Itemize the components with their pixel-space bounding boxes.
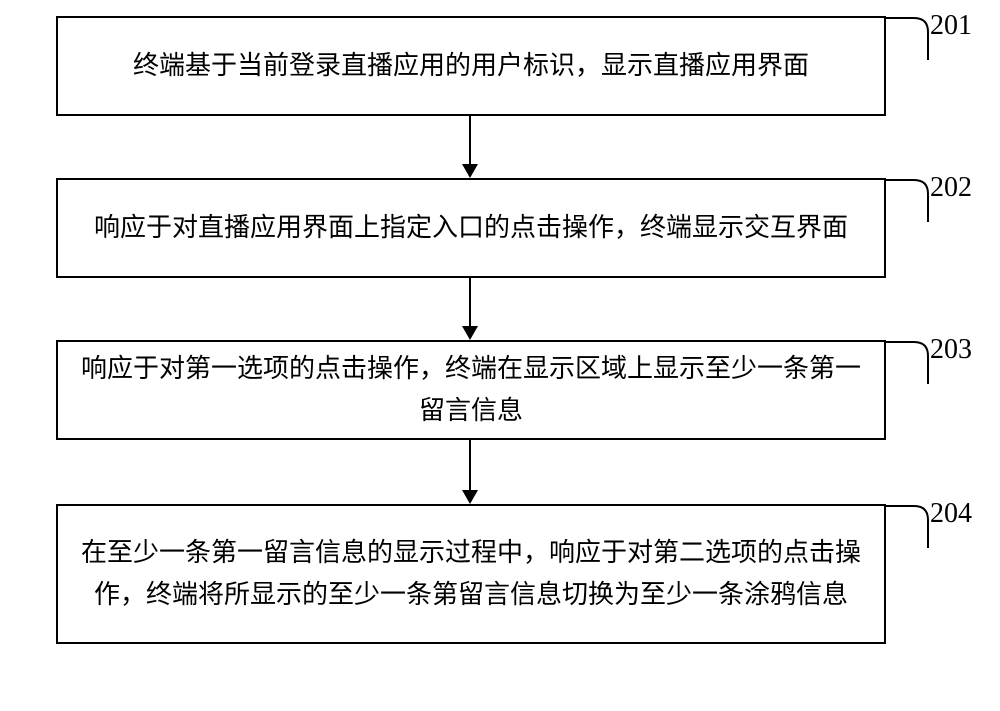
arrow-3-4-head [462,490,478,504]
flow-label-2: 202 [930,172,972,204]
connector-3 [886,340,930,384]
flow-node-3-text: 响应于对第一选项的点击操作，终端在显示区域上显示至少一条第一留言信息 [78,348,864,431]
flow-label-3: 203 [930,334,972,366]
arrow-1-2-head [462,164,478,178]
flow-label-4: 204 [930,498,972,530]
flow-node-1: 终端基于当前登录直播应用的用户标识，显示直播应用界面 [56,16,886,116]
arrow-1-2-line [469,116,471,164]
flow-node-1-text: 终端基于当前登录直播应用的用户标识，显示直播应用界面 [133,45,809,87]
flow-node-2: 响应于对直播应用界面上指定入口的点击操作，终端显示交互界面 [56,178,886,278]
connector-1 [886,16,930,60]
arrow-3-4-line [469,440,471,490]
arrow-2-3-line [469,278,471,326]
flowchart-canvas: 终端基于当前登录直播应用的用户标识，显示直播应用界面 201 响应于对直播应用界… [0,0,1000,711]
flow-node-3: 响应于对第一选项的点击操作，终端在显示区域上显示至少一条第一留言信息 [56,340,886,440]
flow-node-4-text: 在至少一条第一留言信息的显示过程中，响应于对第二选项的点击操作，终端将所显示的至… [78,532,864,615]
connector-2 [886,178,930,222]
arrow-2-3-head [462,326,478,340]
flow-label-1: 201 [930,10,972,42]
flow-node-4: 在至少一条第一留言信息的显示过程中，响应于对第二选项的点击操作，终端将所显示的至… [56,504,886,644]
connector-4 [886,504,930,548]
flow-node-2-text: 响应于对直播应用界面上指定入口的点击操作，终端显示交互界面 [94,207,848,249]
